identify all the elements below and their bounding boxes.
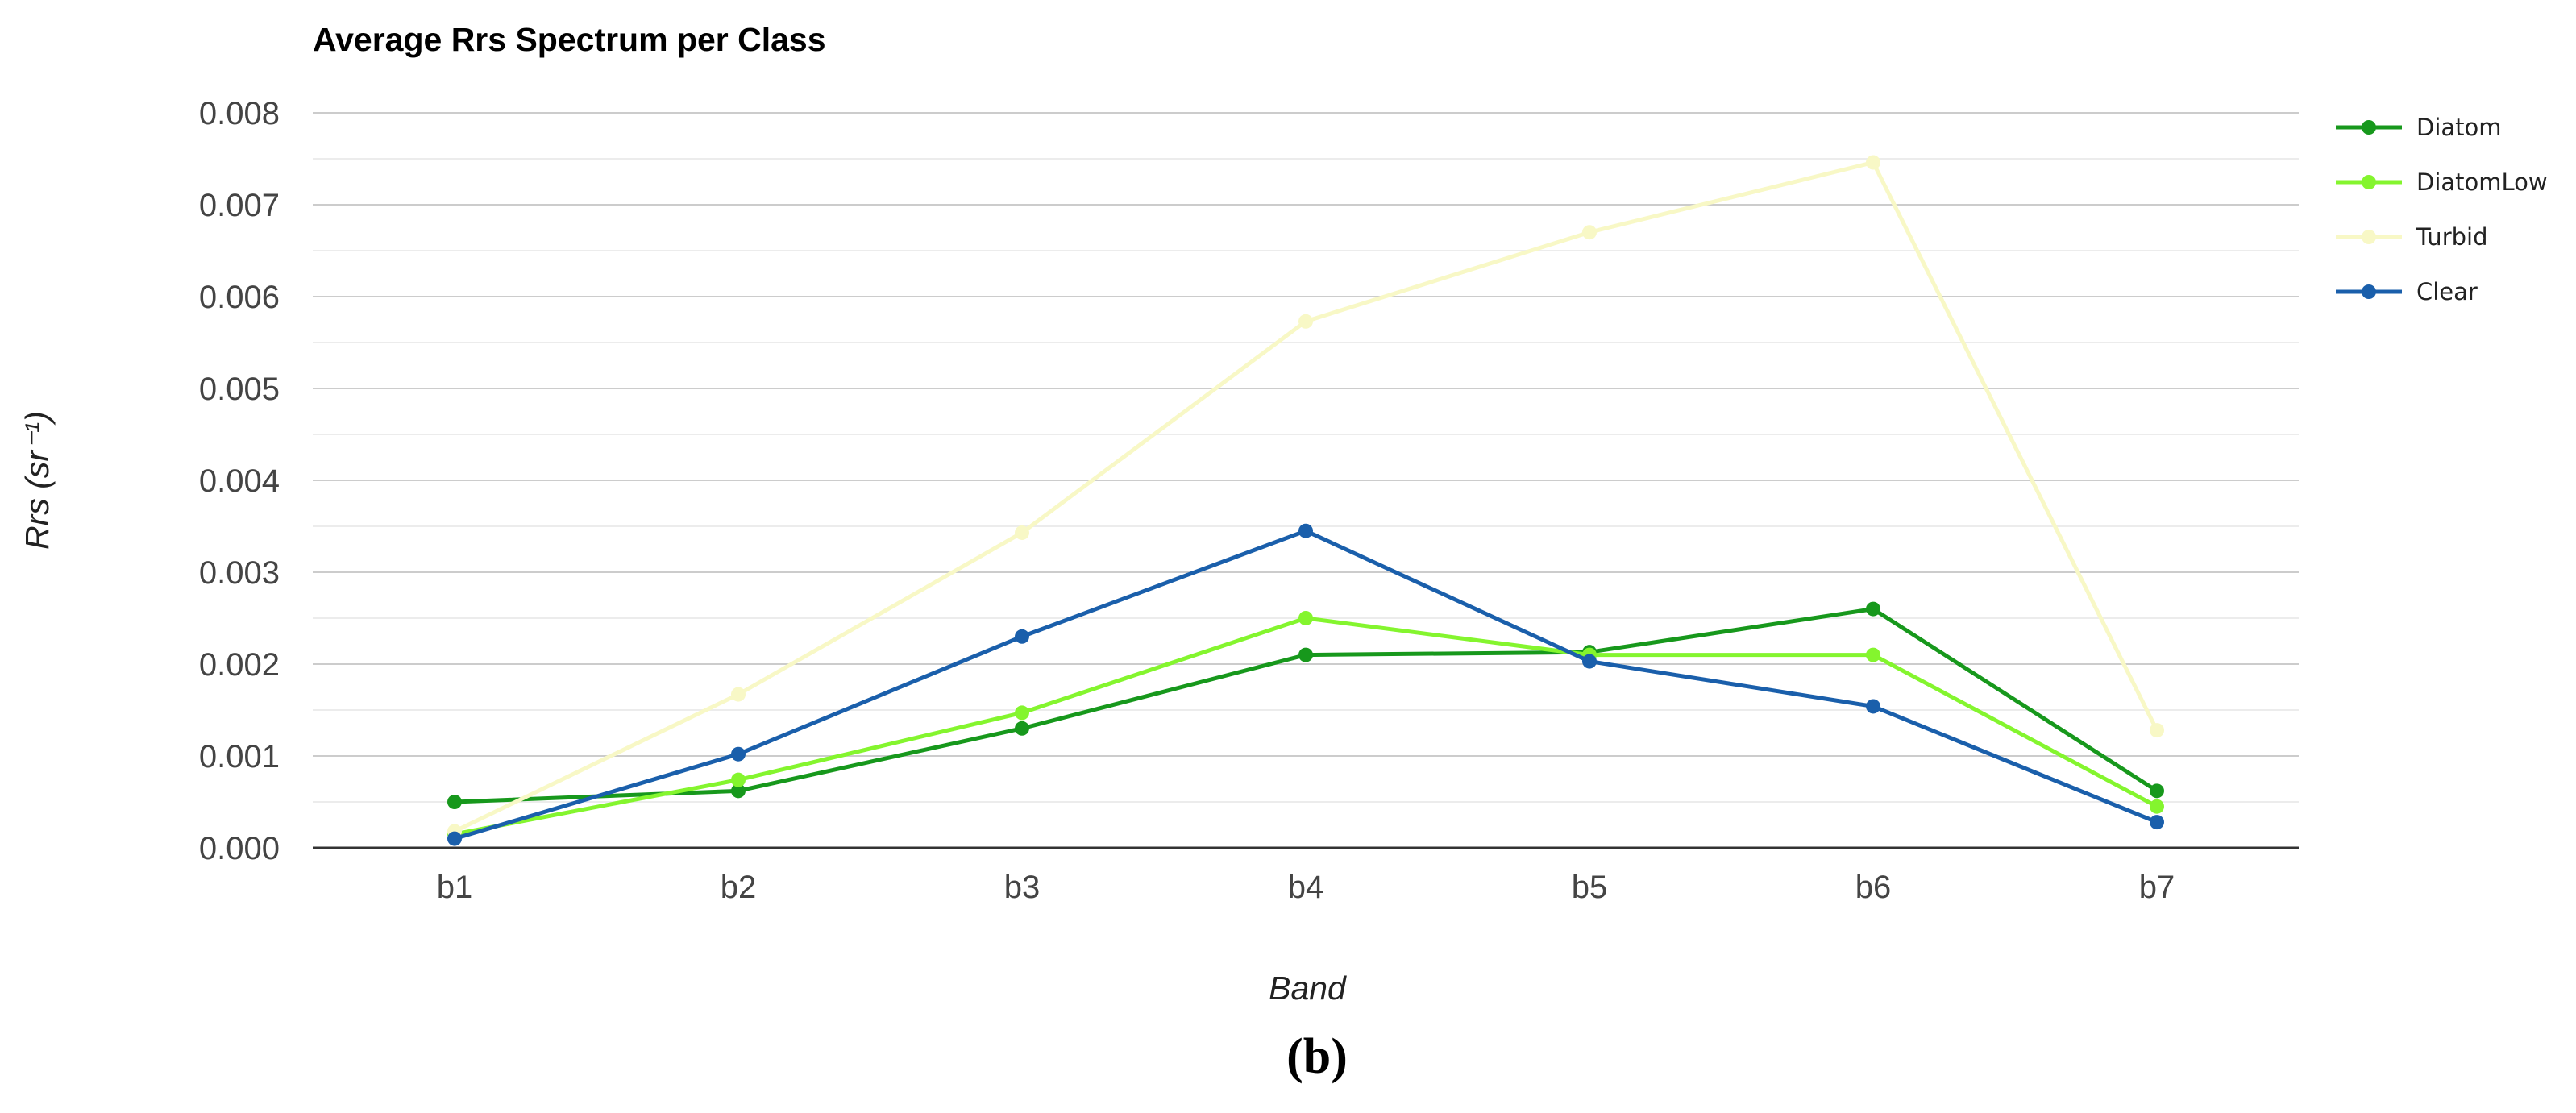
series-diatom (447, 601, 2164, 809)
x-axis-ticks: b1 b2 b3 b4 b5 b6 b7 (437, 870, 2175, 905)
legend-label: Diatom (2416, 114, 2502, 141)
data-point-turbid (2150, 723, 2164, 738)
data-point-diatom (1866, 601, 1880, 617)
data-point-diatomlow (731, 772, 746, 787)
data-point-diatom (1015, 721, 1029, 736)
data-point-clear (447, 831, 462, 846)
legend-swatch-marker (2362, 230, 2376, 244)
data-point-clear (1298, 523, 1313, 538)
data-point-diatom (2150, 783, 2164, 799)
chart-title: Average Rrs Spectrum per Class (313, 21, 826, 58)
data-point-clear (731, 746, 746, 762)
data-point-diatom (447, 795, 462, 809)
data-point-diatomlow (1866, 647, 1880, 662)
legend-label: Turbid (2416, 223, 2488, 251)
x-tick-label: b2 (721, 870, 757, 905)
y-tick-label: 0.005 (199, 372, 280, 407)
x-tick-label: b1 (437, 870, 473, 905)
data-point-diatom (731, 783, 746, 799)
x-tick-label: b5 (1572, 870, 1608, 905)
data-point-diatomlow (1015, 705, 1029, 721)
data-point-turbid (1298, 314, 1313, 329)
series-line-diatom (454, 607, 2158, 804)
y-tick-label: 0.008 (199, 96, 280, 131)
legend-item-clear: Clear (2336, 278, 2478, 305)
x-tick-label: b3 (1004, 870, 1041, 905)
x-tick-label: b7 (2139, 870, 2175, 905)
series-line-turbid (453, 160, 2159, 833)
data-point-clear (1015, 629, 1029, 644)
legend-label: DiatomLow (2416, 168, 2548, 196)
series-clear (447, 523, 2164, 846)
data-point-diatomlow (1298, 611, 1313, 625)
y-tick-label: 0.006 (199, 280, 280, 315)
y-axis-ticks: 0.000 0.001 0.002 0.003 0.004 0.005 0.006 0.007… (199, 96, 280, 866)
y-tick-label: 0.004 (199, 463, 280, 499)
y-tick-label: 0.003 (199, 555, 280, 591)
y-axis-label: Rrs (sr⁻¹) (19, 411, 56, 550)
y-tick-label: 0.002 (199, 647, 280, 683)
x-tick-label: b6 (1855, 870, 1892, 905)
data-point-clear (1582, 654, 1597, 669)
data-point-diatomlow (2150, 799, 2164, 814)
data-point-turbid (1015, 525, 1029, 540)
y-tick-label: 0.001 (199, 739, 280, 775)
series-lines (447, 155, 2164, 846)
data-point-clear (2150, 815, 2164, 830)
legend-swatch-marker (2362, 120, 2376, 135)
grid-lines (313, 112, 2299, 803)
y-tick-label: 0.000 (199, 831, 280, 866)
x-tick-label: b4 (1288, 870, 1324, 905)
data-point-turbid (1582, 225, 1597, 240)
legend-item-turbid: Turbid (2336, 223, 2488, 251)
figure-caption: (b) (1286, 1029, 1348, 1084)
data-point-clear (1866, 699, 1880, 714)
y-tick-label: 0.007 (199, 188, 280, 223)
legend-label: Clear (2416, 278, 2478, 305)
legend-item-diatomlow: DiatomLow (2336, 168, 2548, 196)
data-point-turbid (731, 687, 746, 702)
series-diatomlow (447, 611, 2164, 841)
series-turbid (447, 155, 2164, 839)
data-point-turbid (1866, 155, 1880, 170)
legend: Diatom DiatomLow Turbid Clear (2336, 114, 2548, 305)
x-axis-label: Band (1269, 970, 1347, 1007)
legend-swatch-marker (2362, 175, 2376, 189)
legend-swatch-marker (2362, 284, 2376, 299)
data-point-diatom (1298, 647, 1313, 662)
legend-item-diatom: Diatom (2336, 114, 2502, 141)
